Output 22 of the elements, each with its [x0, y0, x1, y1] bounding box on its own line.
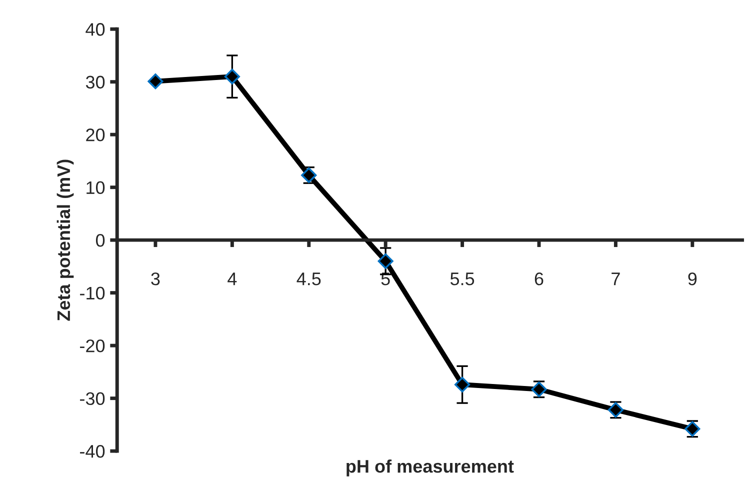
x-tick-label: 3 [151, 272, 160, 286]
point [224, 68, 240, 84]
x-tick-label: 5.5 [450, 272, 474, 286]
y-tick-label: -30 [80, 392, 105, 406]
y-tick-label: -40 [80, 444, 105, 458]
y-tick-label: 30 [86, 76, 105, 89]
y-axis-title: Zeta potential (mV) [56, 160, 74, 321]
x-tick-label: 4 [228, 272, 237, 286]
point [378, 253, 394, 269]
x-tick-label: 9 [688, 272, 697, 286]
x-tick-label: 6 [534, 272, 544, 286]
x-tick-label: 4.5 [296, 272, 321, 286]
y-tick-label: 40 [86, 23, 105, 36]
x-axis-title: pH of measurement [346, 459, 514, 476]
x-tick-label: 7 [612, 272, 620, 286]
point [454, 376, 470, 392]
y-tick-label: 20 [86, 128, 105, 142]
y-tick-label: -20 [80, 339, 105, 352]
point [148, 74, 164, 90]
y-tick-label: 10 [86, 181, 105, 194]
y-tick-label: -10 [80, 286, 105, 300]
y-tick-label: 0 [96, 234, 105, 247]
